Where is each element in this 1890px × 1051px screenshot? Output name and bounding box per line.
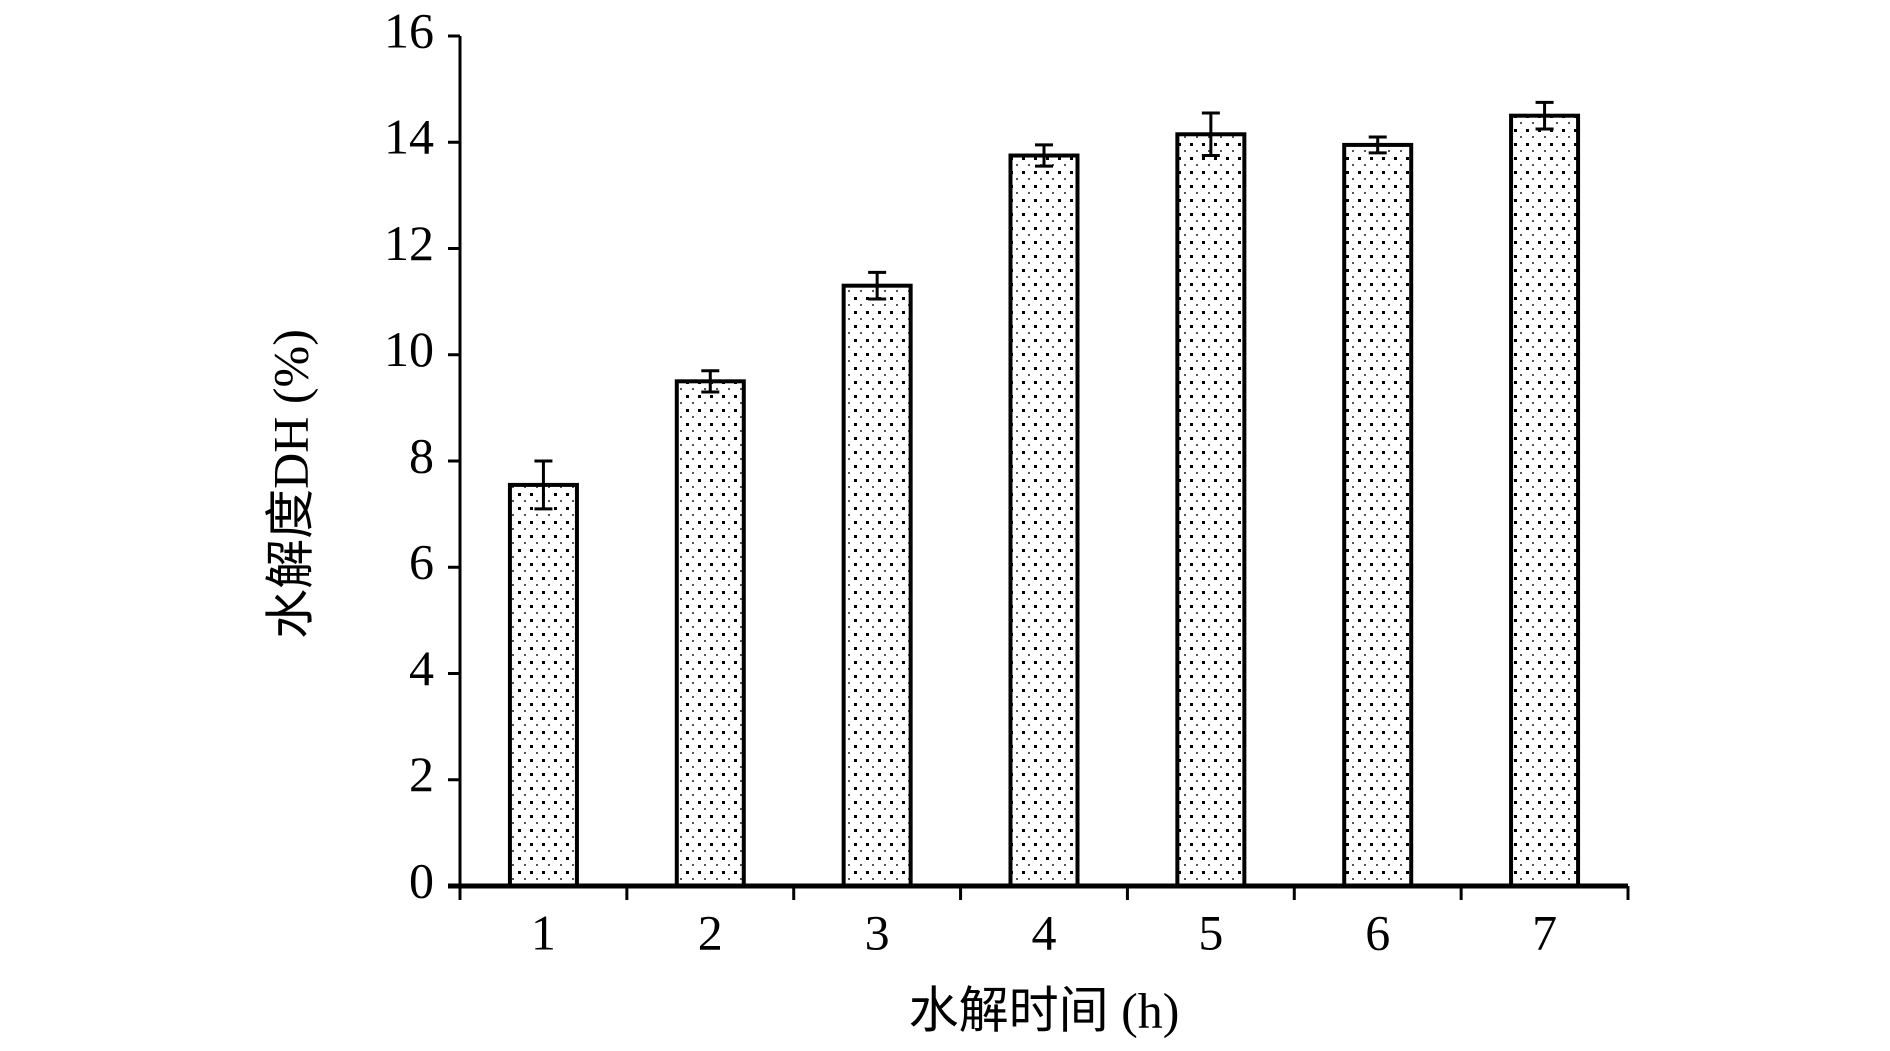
y-tick-label: 2 <box>409 746 434 802</box>
bar <box>1342 142 1414 888</box>
error-bar <box>1535 100 1554 131</box>
y-tick-label: 16 <box>384 2 434 58</box>
bar <box>507 482 579 888</box>
error-bar <box>1368 135 1387 155</box>
bar <box>1008 153 1080 888</box>
y-axis-label: 水解度DH (%) <box>262 329 318 639</box>
x-tick-label: 6 <box>1365 904 1390 960</box>
error-bar <box>701 369 720 394</box>
y-tick-label: 6 <box>409 534 434 590</box>
bar <box>674 379 746 888</box>
bar <box>1509 113 1581 888</box>
x-axis-label: 水解时间 (h) <box>909 982 1180 1038</box>
y-tick-label: 4 <box>409 640 434 696</box>
bar <box>841 283 913 888</box>
error-bar <box>868 270 887 301</box>
y-tick-label: 10 <box>384 321 434 377</box>
y-tick-label: 12 <box>384 215 434 271</box>
error-bar <box>534 459 553 511</box>
y-tick-label: 14 <box>384 109 434 165</box>
x-tick-label: 5 <box>1198 904 1223 960</box>
x-tick-label: 1 <box>531 904 556 960</box>
bar <box>1175 132 1247 888</box>
x-tick-label: 4 <box>1032 904 1057 960</box>
y-tick-label: 0 <box>409 852 434 908</box>
x-tick-label: 7 <box>1532 904 1557 960</box>
error-bar <box>1035 143 1053 168</box>
y-tick-label: 8 <box>409 427 434 483</box>
error-bar <box>1201 111 1220 158</box>
x-tick-label: 3 <box>865 904 890 960</box>
x-tick-label: 2 <box>698 904 723 960</box>
